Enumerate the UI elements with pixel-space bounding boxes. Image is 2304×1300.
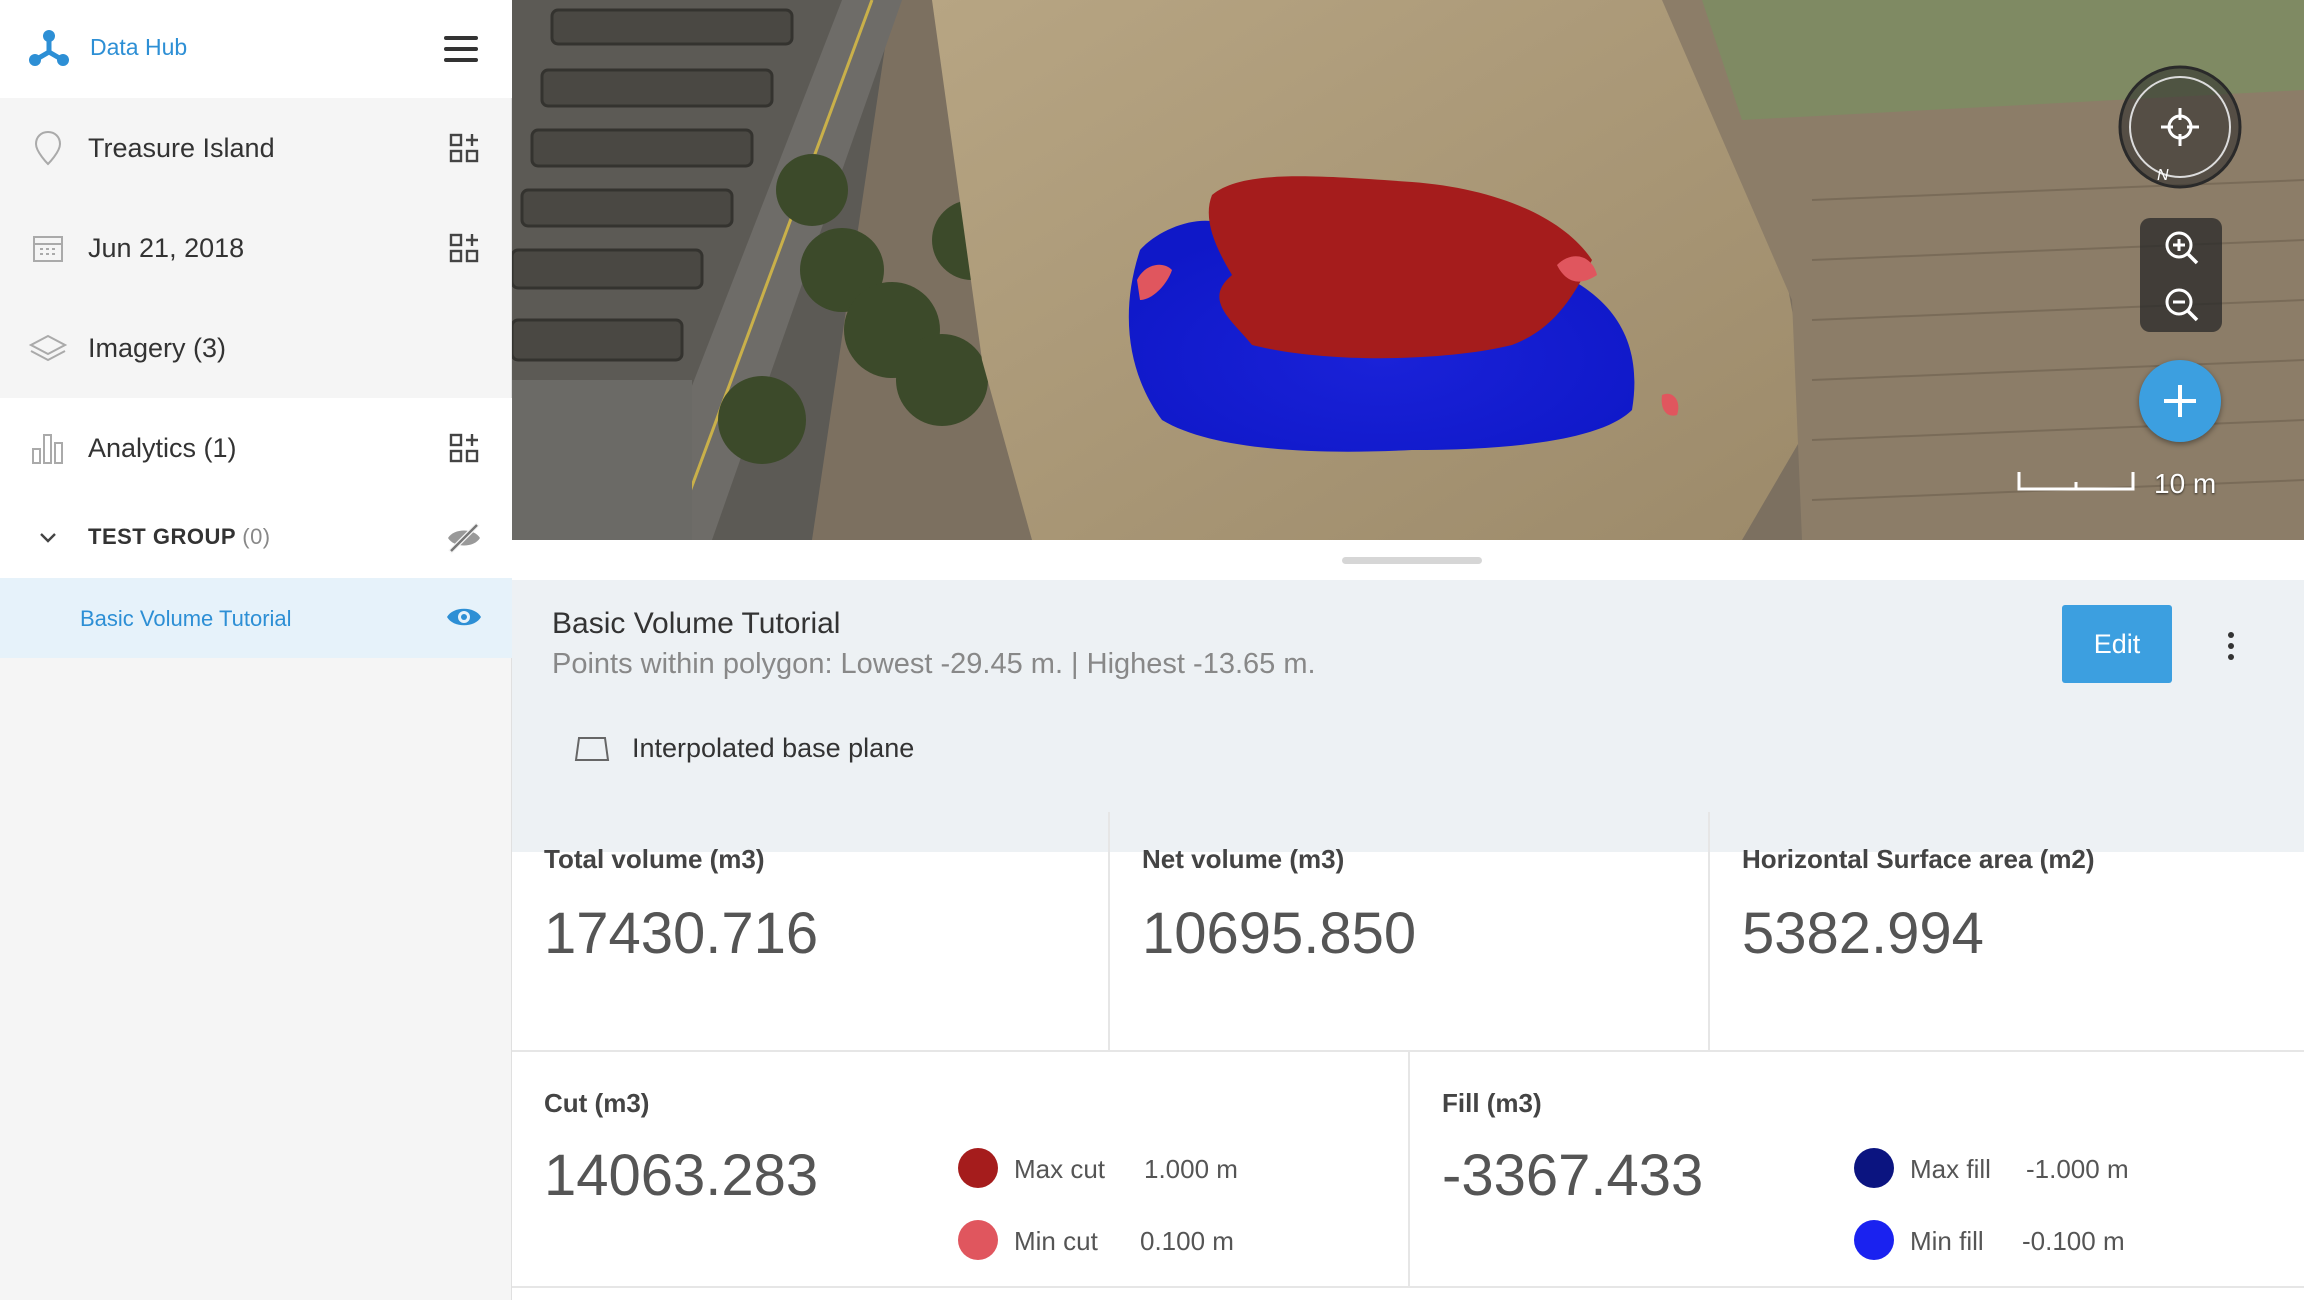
stat-value: 14063.283 xyxy=(544,1143,819,1208)
sidebar-item-date[interactable]: Jun 21, 2018 xyxy=(0,198,512,298)
stat-value: 17430.716 xyxy=(544,901,819,966)
sidebar-item-location[interactable]: Treasure Island xyxy=(0,98,512,198)
legend-value: -0.100 m xyxy=(2022,1226,2125,1256)
analytic-item-label: Basic Volume Tutorial xyxy=(80,606,292,631)
sidebar-item-analytics[interactable]: Analytics (1) xyxy=(0,398,512,498)
calendar-icon xyxy=(28,228,68,268)
group-name: TEST GROUP xyxy=(88,524,236,549)
legend-min-cut: Min cut 0.100 m xyxy=(958,1220,1258,1260)
sidebar: Data Hub Treasure Island Jun 21, 2018 xyxy=(0,0,512,1300)
compass-icon[interactable]: N xyxy=(2117,64,2243,190)
imagery-label: Imagery (3) xyxy=(88,332,227,363)
more-options-icon[interactable] xyxy=(2216,626,2246,666)
stat-label: Cut (m3) xyxy=(544,1088,650,1118)
scale-bar xyxy=(2017,472,2135,491)
panel-resize-handle[interactable] xyxy=(1342,557,1482,564)
stats-row-top: Total volume (m3) 17430.716 Net volume (… xyxy=(512,812,2304,1052)
edit-button[interactable]: Edit xyxy=(2062,605,2172,683)
legend-value: 0.100 m xyxy=(1140,1226,1234,1256)
min-fill-swatch xyxy=(1854,1220,1894,1260)
legend-min-fill: Min fill -0.100 m xyxy=(1854,1220,2154,1260)
analytic-item-active[interactable]: Basic Volume Tutorial xyxy=(0,578,512,658)
zoom-out-icon[interactable] xyxy=(2140,275,2222,332)
scale-label: 10 m xyxy=(2154,468,2217,499)
add-widget-icon[interactable] xyxy=(448,232,480,264)
menu-icon[interactable] xyxy=(444,36,478,62)
date-label: Jun 21, 2018 xyxy=(88,232,245,263)
group-row[interactable]: TEST GROUP (0) xyxy=(0,500,512,576)
location-label: Treasure Island xyxy=(88,132,275,163)
visibility-off-icon[interactable] xyxy=(444,520,484,556)
app-title[interactable]: Data Hub xyxy=(90,34,188,60)
group-label: TEST GROUP (0) xyxy=(88,524,271,550)
stat-fill: Fill (m3) -3367.433 Max fill -1.000 m Mi… xyxy=(1410,1052,2304,1286)
map-view[interactable]: N 10 m xyxy=(512,0,2304,540)
add-widget-icon[interactable] xyxy=(448,432,480,464)
group-count: (0) xyxy=(242,524,271,549)
legend-name: Min fill xyxy=(1910,1226,1984,1256)
stat-total-volume: Total volume (m3) 17430.716 xyxy=(512,812,1110,1050)
legend-name: Max fill xyxy=(1910,1154,1991,1184)
chevron-down-icon[interactable] xyxy=(36,526,60,550)
visibility-icon[interactable] xyxy=(444,602,484,632)
add-widget-icon[interactable] xyxy=(448,132,480,164)
legend-max-cut: Max cut 1.000 m xyxy=(958,1148,1258,1188)
analytic-subtitle: Points within polygon: Lowest -29.45 m. … xyxy=(552,648,1316,680)
sidebar-header: Data Hub xyxy=(0,0,512,98)
detail-panel: Basic Volume Tutorial Points within poly… xyxy=(512,540,2304,1300)
stat-label: Net volume (m3) xyxy=(1142,844,1345,874)
stat-value: 10695.850 xyxy=(1142,901,1417,966)
base-plane-icon xyxy=(574,737,610,761)
bar-chart-icon xyxy=(28,428,68,468)
analytics-label: Analytics (1) xyxy=(88,432,237,463)
legend-name: Max cut xyxy=(1014,1154,1106,1184)
legend-value: -1.000 m xyxy=(2026,1154,2129,1184)
panel-header: Basic Volume Tutorial Points within poly… xyxy=(512,580,2304,852)
max-fill-swatch xyxy=(1854,1148,1894,1188)
plus-icon xyxy=(2164,385,2196,417)
legend-value: 1.000 m xyxy=(1144,1154,1238,1184)
stat-label: Total volume (m3) xyxy=(544,844,765,874)
legend-max-fill: Max fill -1.000 m xyxy=(1854,1148,2154,1188)
stat-cut: Cut (m3) 14063.283 Max cut 1.000 m Min c… xyxy=(512,1052,1410,1286)
legend-name: Min cut xyxy=(1014,1226,1098,1256)
compass-north-label: N xyxy=(2157,167,2169,184)
layers-icon xyxy=(28,328,68,368)
sidebar-item-imagery[interactable]: Imagery (3) xyxy=(0,298,512,398)
stats-row-bottom: Cut (m3) 14063.283 Max cut 1.000 m Min c… xyxy=(512,1052,2304,1288)
stat-net-volume: Net volume (m3) 10695.850 xyxy=(1110,812,1710,1050)
stat-surface-area: Horizontal Surface area (m2) 5382.994 xyxy=(1710,812,2304,1050)
stat-label: Fill (m3) xyxy=(1442,1088,1542,1118)
location-pin-icon xyxy=(28,128,68,168)
min-cut-swatch xyxy=(958,1220,998,1260)
stat-label: Horizontal Surface area (m2) xyxy=(1742,844,2095,874)
analytic-title: Basic Volume Tutorial xyxy=(552,607,841,640)
base-plane-label: Interpolated base plane xyxy=(632,733,915,763)
stat-value: -3367.433 xyxy=(1442,1143,1704,1208)
max-cut-swatch xyxy=(958,1148,998,1188)
add-button[interactable] xyxy=(2139,360,2221,442)
logo-icon xyxy=(29,30,69,66)
stat-value: 5382.994 xyxy=(1742,901,1984,966)
zoom-in-icon[interactable] xyxy=(2140,218,2222,275)
aerial-imagery xyxy=(512,0,2304,540)
